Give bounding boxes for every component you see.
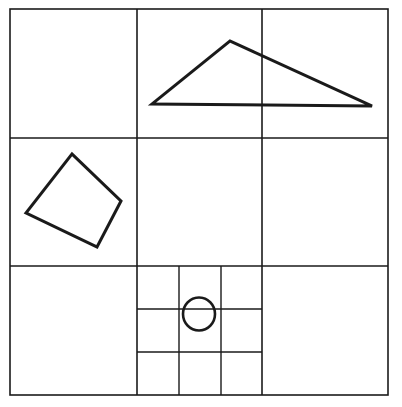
subdivided-cell-lines <box>137 266 262 395</box>
quadrilateral-shape <box>23 151 123 249</box>
grid-lines <box>9 8 389 396</box>
triangle-shape <box>147 39 373 108</box>
outer-border <box>9 8 389 396</box>
circle-shape <box>181 296 217 332</box>
